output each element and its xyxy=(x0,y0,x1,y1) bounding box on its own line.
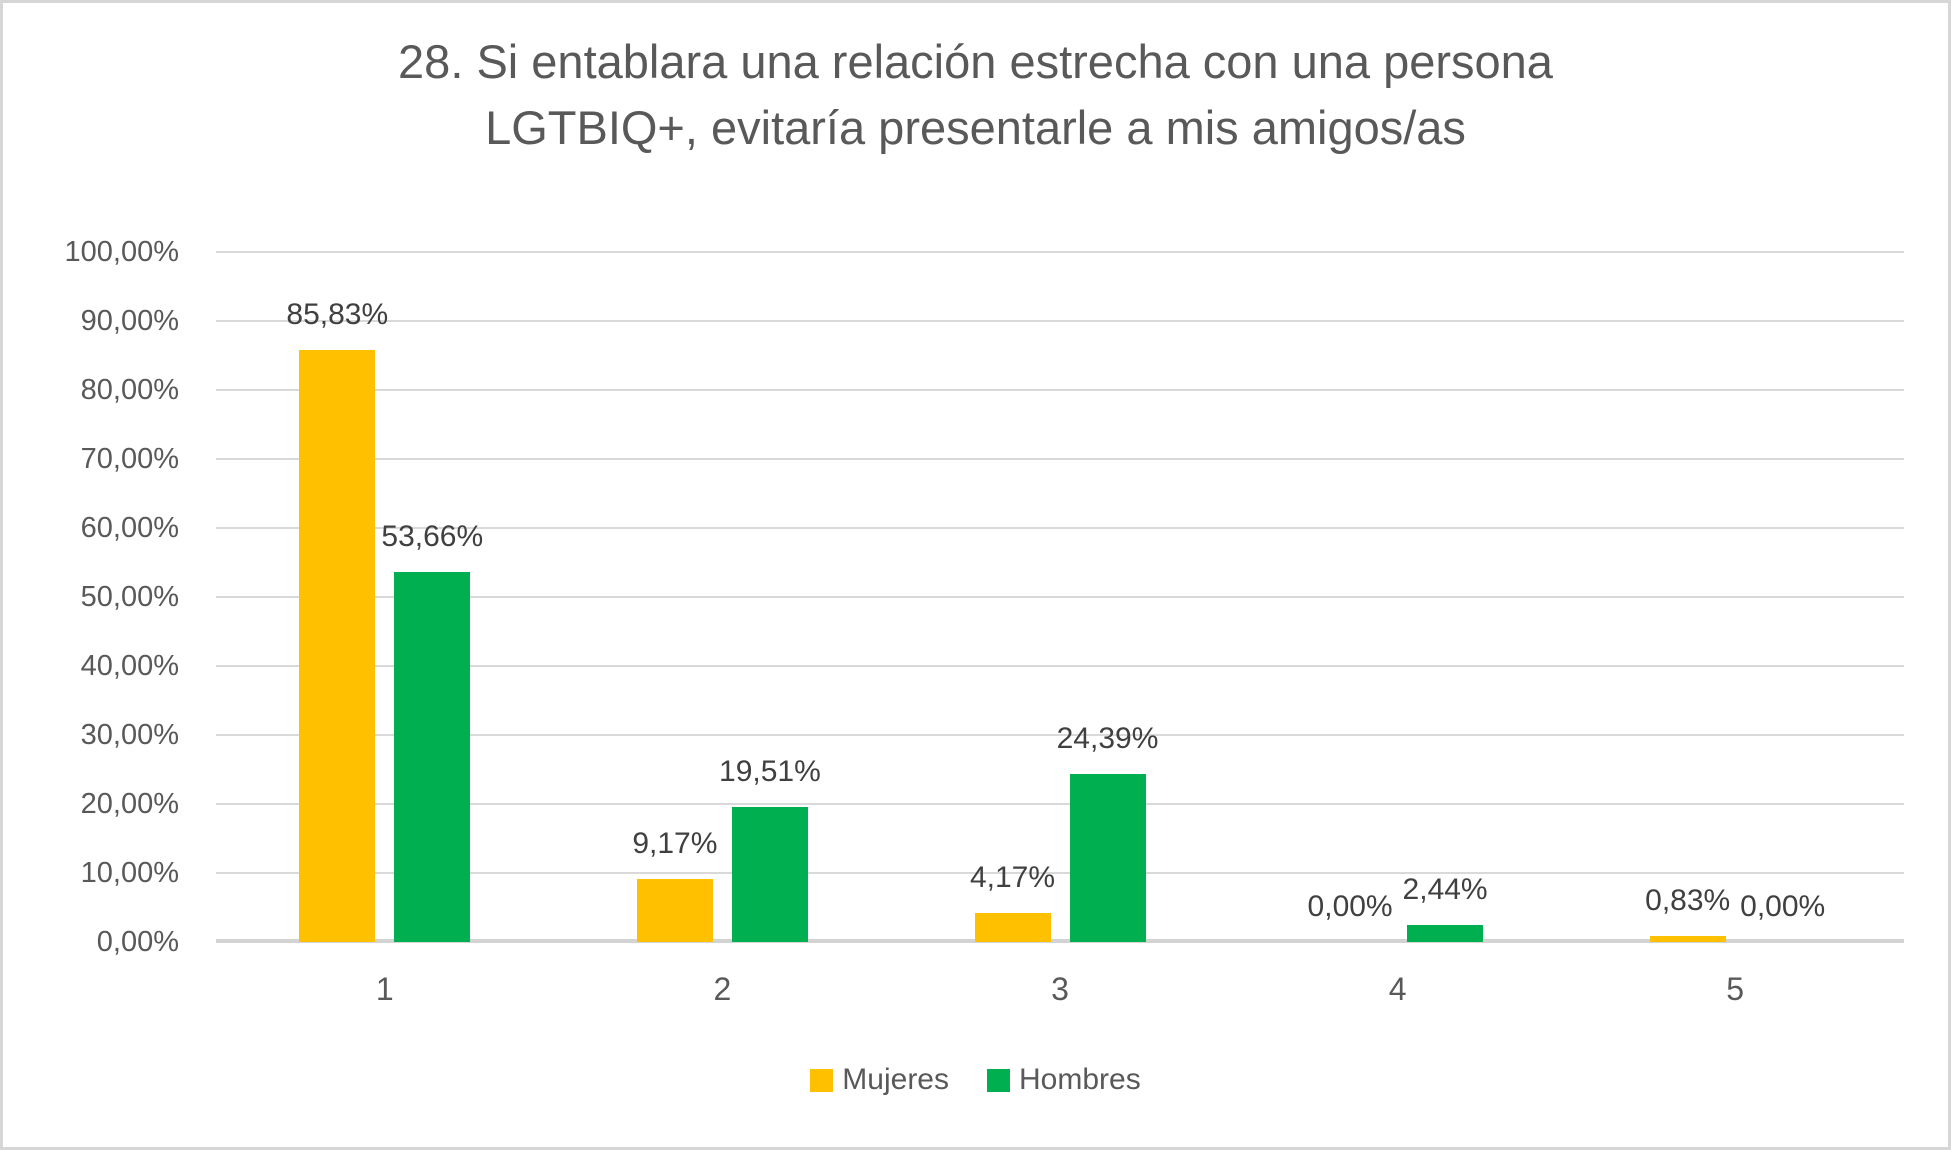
bar-mujeres-cat3 xyxy=(974,913,1051,942)
y-axis-tick-label: 70,00% xyxy=(80,443,179,475)
data-label-mujeres-cat1: 85,83% xyxy=(286,298,389,331)
x-axis-line xyxy=(216,939,1904,943)
gridline xyxy=(216,803,1904,805)
gridline xyxy=(216,458,1904,460)
gridline xyxy=(216,320,1904,322)
data-label-mujeres-cat2: 9,17% xyxy=(632,827,718,860)
chart-title-text: 28. Si entablara una relación estrecha c… xyxy=(398,35,1553,154)
y-axis-tick-label: 10,00% xyxy=(80,857,179,889)
data-label-mujeres-cat5: 0,83% xyxy=(1645,884,1731,917)
bar-mujeres-cat2 xyxy=(636,879,713,942)
gridline xyxy=(216,389,1904,391)
x-axis-tick-label: 1 xyxy=(375,971,394,1007)
bar-hombres-cat2 xyxy=(731,807,808,942)
data-label-hombres-cat1: 53,66% xyxy=(381,520,484,553)
x-axis-tick-label: 5 xyxy=(1726,971,1745,1007)
y-axis-tick-label: 30,00% xyxy=(80,719,179,751)
y-axis-tick-label: 40,00% xyxy=(80,650,179,682)
legend-label: Mujeres xyxy=(842,1063,949,1096)
y-axis-tick-label: 80,00% xyxy=(80,374,179,406)
x-axis-tick-label: 3 xyxy=(1051,971,1069,1007)
gridline xyxy=(216,872,1904,874)
y-axis-tick-label: 0,00% xyxy=(96,926,179,958)
legend-swatch-icon xyxy=(987,1068,1010,1092)
legend-item-hombres: Hombres xyxy=(987,1063,1141,1097)
legend-label: Hombres xyxy=(1019,1063,1141,1096)
y-axis-tick-label: 100,00% xyxy=(64,236,180,268)
data-label-mujeres-cat3: 4,17% xyxy=(969,861,1056,894)
bar-hombres-cat3 xyxy=(1069,774,1146,942)
bar-mujeres-cat1 xyxy=(299,350,376,942)
gridline xyxy=(216,596,1904,598)
data-label-hombres-cat4: 2,44% xyxy=(1402,873,1488,906)
gridline xyxy=(216,734,1904,736)
bar-hombres-cat1 xyxy=(394,572,471,942)
legend-swatch-icon xyxy=(810,1068,834,1092)
data-label-hombres-cat2: 19,51% xyxy=(719,755,821,788)
data-label-mujeres-cat4: 0,00% xyxy=(1307,890,1393,923)
gridline xyxy=(216,251,1904,253)
y-axis-tick-label: 60,00% xyxy=(80,512,179,544)
bar-mujeres-cat5 xyxy=(1649,936,1726,942)
x-axis-tick-label: 4 xyxy=(1388,971,1407,1007)
chart-title: 28. Si entablara una relación estrecha c… xyxy=(3,29,1948,161)
y-axis-tick-label: 50,00% xyxy=(80,581,179,613)
data-label-hombres-cat5: 0,00% xyxy=(1740,890,1826,923)
legend: Mujeres Hombres xyxy=(3,1063,1948,1097)
bar-hombres-cat4 xyxy=(1407,925,1484,942)
x-axis-tick-label: 2 xyxy=(713,971,732,1007)
gridline xyxy=(216,527,1904,529)
y-axis-tick-label: 90,00% xyxy=(80,305,179,337)
y-axis-tick-label: 20,00% xyxy=(80,788,179,820)
legend-item-mujeres: Mujeres xyxy=(810,1063,949,1097)
plot-area: 0,00% 10,00% 20,00% 30,00% 40,00% 50,00% 60,00… xyxy=(3,3,1948,1147)
data-label-hombres-cat3: 24,39% xyxy=(1056,722,1159,755)
gridline xyxy=(216,665,1904,667)
